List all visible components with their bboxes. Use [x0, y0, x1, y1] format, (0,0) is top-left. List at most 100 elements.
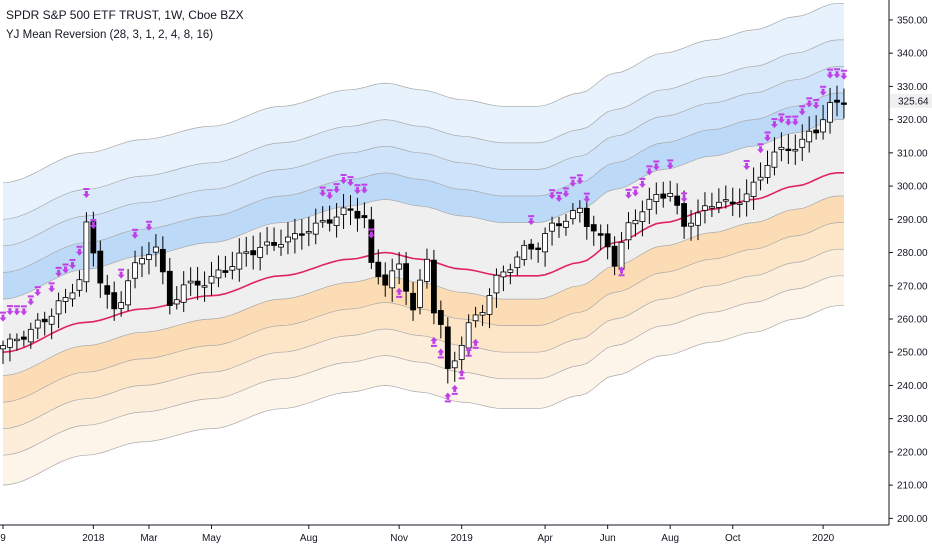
buy-signal-marker: [395, 287, 403, 298]
time-axis[interactable]: 9 2018 Mar May Aug Nov 2019 Apr Jun Aug Oct 2020: [0, 524, 932, 550]
sell-signal-bar: [799, 105, 806, 108]
time-tick-label: 2020: [812, 533, 835, 544]
sell-signal-arrow: [145, 223, 153, 231]
sell-signal-marker: [680, 192, 688, 203]
price-tick-label: 220.00: [897, 447, 928, 458]
sell-signal-arrow: [117, 271, 125, 279]
candle: [667, 180, 674, 202]
sell-signal-bar: [771, 118, 778, 121]
sell-signal-bar: [132, 228, 139, 231]
candle: [785, 134, 792, 164]
candle: [430, 249, 437, 325]
candle-body: [236, 252, 243, 270]
candle-body: [424, 258, 430, 282]
candle-body: [125, 280, 131, 306]
sell-signal-marker: [805, 97, 813, 108]
time-tick-label: 9: [0, 533, 6, 544]
sell-signal-arrow: [764, 134, 771, 142]
price-axis[interactable]: 200.00 210.00 220.00 230.00 240.00 250.00 260.…: [888, 0, 932, 525]
sell-signal-arrow: [645, 168, 653, 176]
sell-signal-bar: [813, 98, 820, 101]
sell-signal-marker: [75, 245, 83, 256]
candle-body: [653, 194, 660, 202]
sell-signal-arrow: [548, 192, 556, 200]
candle-body: [556, 223, 562, 227]
candle: [695, 199, 701, 241]
candle-body: [27, 328, 34, 343]
sell-signal-bar: [840, 69, 847, 72]
band-zone: [3, 222, 844, 429]
time-tick-label: May: [202, 533, 221, 544]
candle: [507, 263, 514, 285]
candle-body: [410, 292, 416, 311]
buy-signal-bar: [430, 344, 437, 347]
candle-body: [215, 269, 222, 279]
candle-body: [813, 129, 820, 134]
candle-body: [736, 202, 743, 205]
sell-signal-marker: [347, 176, 354, 187]
sell-signal-arrow: [131, 231, 139, 239]
candle: [97, 240, 104, 298]
buy-signal-arrow: [451, 384, 459, 392]
candle-body: [806, 130, 813, 143]
candle: [83, 212, 90, 293]
buy-signal-arrow: [472, 338, 480, 346]
buy-signal-arrow: [430, 336, 438, 344]
sell-signal-bar: [792, 115, 799, 118]
sell-signal-marker: [812, 98, 820, 109]
sell-signal-arrow: [791, 118, 799, 126]
sell-signal-bar: [90, 219, 97, 222]
sell-signal-arrow: [562, 190, 570, 198]
sell-signal-marker: [784, 115, 792, 126]
candle-body: [83, 221, 90, 283]
candle: [611, 236, 618, 276]
candle: [841, 88, 847, 119]
buy-signal-bar: [437, 356, 444, 359]
candle: [180, 271, 187, 312]
candle-body: [382, 274, 389, 286]
candle-body: [792, 149, 799, 152]
band-line: [2, 275, 844, 456]
candle: [354, 197, 361, 232]
sell-signal-bar: [639, 177, 646, 180]
sell-signal-marker: [34, 286, 42, 297]
candle: [417, 269, 423, 315]
sell-signal-bar: [83, 188, 90, 191]
sell-signal-arrow: [326, 192, 334, 200]
candle: [312, 208, 319, 245]
candle-body: [48, 315, 55, 325]
candle-body: [291, 233, 298, 240]
mean-reversion-bands: [3, 3, 844, 486]
candle-body: [34, 319, 41, 329]
sell-signal-marker: [0, 311, 7, 322]
candle: [118, 291, 125, 317]
band-outlines: [2, 2, 844, 486]
candle-body: [166, 270, 173, 306]
price-tick-label: 340.00: [897, 49, 928, 60]
candle: [166, 257, 173, 315]
sell-signal-marker: [131, 228, 139, 239]
sell-signal-bar: [333, 183, 340, 186]
candle: [715, 188, 722, 214]
candle-body: [729, 201, 736, 205]
candle: [437, 300, 444, 339]
candle: [298, 219, 305, 250]
candle: [229, 251, 236, 280]
price-axis-background: [889, 0, 932, 525]
sell-signal-bar: [806, 97, 813, 100]
candle-body: [681, 203, 687, 227]
price-tick-label: 320.00: [897, 115, 928, 126]
sell-signal-arrow: [757, 146, 765, 154]
candle-body: [118, 302, 125, 309]
sell-signal-marker: [583, 192, 591, 203]
price-tick-label: 240.00: [897, 381, 928, 392]
candle: [590, 215, 597, 246]
sell-signal-bar: [757, 143, 764, 146]
candle-body: [799, 138, 806, 148]
sell-signal-marker: [743, 160, 751, 171]
candle: [215, 255, 222, 288]
price-tick-label: 300.00: [897, 182, 928, 193]
candle: [34, 313, 41, 339]
candle: [674, 183, 681, 215]
